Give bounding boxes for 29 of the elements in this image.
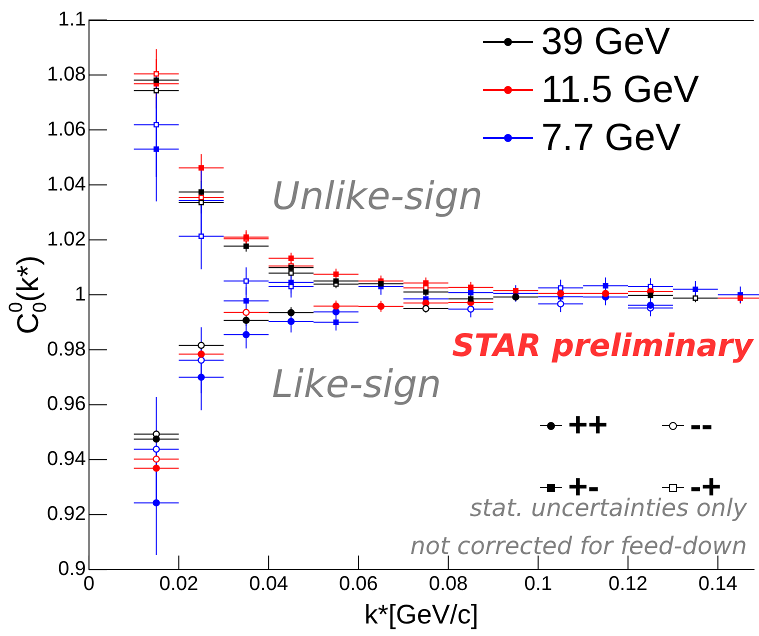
y-tick-label: 1 bbox=[74, 283, 86, 306]
y-tick-label: 1.06 bbox=[46, 118, 86, 140]
x-tick-label: 0.12 bbox=[608, 573, 648, 596]
annotation: ++ bbox=[568, 406, 608, 445]
annotation: STAR preliminary bbox=[452, 328, 753, 364]
y-tick-label: 1.02 bbox=[46, 228, 86, 250]
x-tick-label: 0.04 bbox=[249, 573, 288, 596]
x-tick-label: 0.02 bbox=[159, 573, 198, 596]
x-tick-label: 0.08 bbox=[428, 573, 468, 596]
y-tick-label: 1.1 bbox=[58, 8, 86, 31]
y-axis-title: C00(k*) bbox=[6, 255, 51, 334]
y-tick-label: 0.94 bbox=[46, 448, 86, 470]
annotation: -- bbox=[690, 406, 713, 445]
annotation: not corrected for feed-down bbox=[410, 532, 747, 560]
x-tick-label: 0.06 bbox=[339, 573, 378, 596]
legend-label: 39 GeV bbox=[541, 20, 670, 65]
legend-label: 11.5 GeV bbox=[541, 68, 699, 113]
y-tick-label: 1.08 bbox=[46, 63, 86, 86]
x-axis-title: k*[GeV/c] bbox=[364, 599, 478, 630]
x-tick-label: 0.1 bbox=[524, 573, 552, 596]
y-tick-label: 1.04 bbox=[46, 173, 86, 196]
annotation: Unlike-sign bbox=[272, 174, 483, 218]
y-tick-label: 0.92 bbox=[46, 503, 86, 526]
x-tick-label: 0.14 bbox=[698, 573, 738, 596]
x-tick-label: 0 bbox=[83, 573, 94, 596]
y-tick-label: 0.96 bbox=[46, 393, 86, 416]
y-tick-label: 0.98 bbox=[46, 338, 86, 360]
annotation: Like-sign bbox=[272, 362, 442, 406]
legend-label: 7.7 GeV bbox=[541, 116, 681, 161]
